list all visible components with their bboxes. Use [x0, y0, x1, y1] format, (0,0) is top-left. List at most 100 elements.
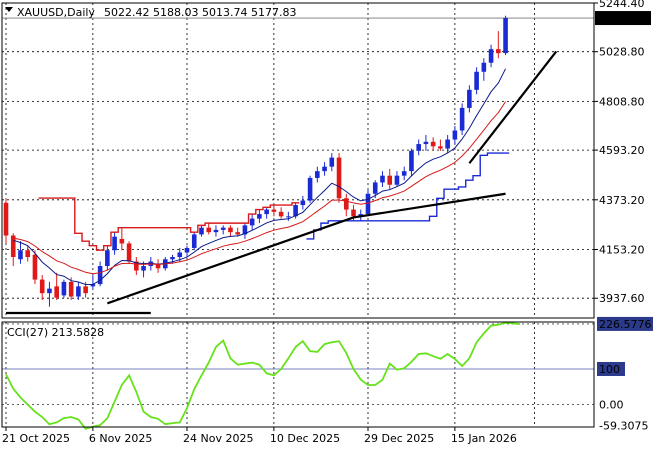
candle-body: [401, 171, 407, 176]
candle-body: [141, 266, 146, 271]
cci-tick-label: 100: [599, 363, 620, 376]
price-tick-label: 5028.80: [599, 46, 645, 59]
current-price-tag-label: 5177.83: [599, 12, 645, 25]
candle-body: [112, 236, 117, 251]
candle-body: [220, 227, 226, 230]
axes: 5244.40 5028.80 4808.80 4593.20 4373.20 4153.…: [2, 0, 653, 445]
cci-label: CCI(27) 213.5828: [7, 326, 104, 339]
cci-axis-tag: [597, 361, 625, 376]
candle-body: [307, 177, 313, 201]
candle-body: [438, 146, 443, 149]
candle-body: [481, 62, 487, 72]
time-tick-label: 6 Nov 2025: [89, 432, 152, 445]
time-tick-label: 24 Nov 2025: [183, 432, 253, 445]
candle-body: [315, 171, 320, 178]
candle-body: [25, 250, 31, 258]
candle-body: [293, 205, 298, 217]
candle-body: [257, 214, 262, 219]
candle-body: [445, 139, 450, 149]
time-tick-label: 15 Jan 2026: [451, 432, 517, 445]
candle-body: [177, 252, 183, 258]
candle-body: [206, 227, 212, 233]
price-tick-label: 4808.80: [599, 95, 645, 108]
candles: [3, 15, 508, 307]
price-tick-label: 5244.40: [599, 0, 645, 10]
price-tick-label: 4593.20: [599, 144, 645, 157]
stop-lower-line: [306, 152, 510, 240]
trendline: [106, 216, 354, 305]
candle-body: [199, 227, 204, 235]
candle-body: [249, 218, 255, 226]
time-tick-label: 29 Dec 2025: [364, 432, 434, 445]
candle-body: [83, 286, 88, 294]
candle-body: [358, 214, 364, 217]
price-pane-frame: [1, 2, 595, 319]
candle-body: [18, 250, 23, 260]
candle-body: [170, 257, 175, 260]
candle-body: [47, 288, 52, 294]
ema-slow-line: [13, 101, 507, 275]
price-tick-label: 3937.60: [599, 292, 645, 305]
time-tick-label: 10 Dec 2025: [270, 432, 340, 445]
candle-body: [365, 193, 371, 215]
candle-body: [459, 107, 465, 131]
candle-body: [351, 209, 356, 217]
ema-fast-line: [13, 68, 507, 286]
candle-body: [394, 175, 400, 185]
candle-body: [134, 261, 139, 271]
candle-body: [155, 263, 161, 269]
candle-body: [343, 198, 349, 210]
price-tick-label: 4373.20: [599, 194, 645, 207]
candle-body: [191, 234, 197, 248]
candle-body: [76, 286, 81, 297]
time-tick-label: 21 Oct 2025: [2, 432, 70, 445]
symbol-label: XAUUSD,Daily: [17, 6, 95, 19]
candle-body: [264, 209, 269, 215]
pane-frames: [1, 2, 595, 428]
candle-body: [3, 202, 9, 236]
candle-body: [228, 227, 233, 233]
candle-body: [380, 175, 385, 183]
candle-body: [416, 144, 421, 151]
candle-body: [10, 235, 16, 258]
trendline: [468, 50, 558, 164]
candle-body: [119, 238, 125, 244]
candle-body: [235, 232, 240, 235]
candle-body: [213, 229, 219, 233]
candle-body: [271, 209, 277, 212]
cci-tick-label: 226.5776: [599, 318, 652, 331]
candle-body: [286, 216, 291, 218]
candle-body: [423, 141, 429, 145]
candle-body: [387, 175, 393, 185]
candle-body: [430, 141, 436, 147]
collapse-arrow-icon[interactable]: [5, 7, 13, 12]
price-tick-label: 4153.20: [599, 244, 645, 257]
candle-body: [452, 130, 458, 140]
candle-body: [488, 49, 494, 63]
candle-body: [278, 211, 284, 217]
candle-body: [61, 281, 67, 296]
candle-body: [90, 284, 96, 287]
candle-body: [97, 266, 103, 285]
current-price-tag: [595, 11, 651, 26]
candle-body: [474, 71, 479, 90]
cci-axis-tag: [597, 316, 653, 331]
stop-upper-line: [38, 197, 300, 251]
candle-body: [105, 250, 110, 267]
candle-body: [467, 89, 472, 108]
candle-body: [126, 243, 132, 262]
candle-body: [242, 225, 248, 235]
candle-body: [336, 157, 342, 199]
cci-tick-label: -59.3075: [599, 420, 648, 433]
cci-pane-frame: [1, 321, 595, 428]
cci-tick-label: 0.00: [599, 399, 624, 412]
symbol-header: XAUUSD,Daily 5022.42 5188.03 5013.74 517…: [5, 6, 296, 19]
trendline: [353, 192, 506, 219]
candle-body: [503, 18, 508, 54]
ohlc-values: 5022.42 5188.03 5013.74 5177.83: [104, 6, 296, 19]
candle-body: [39, 279, 45, 294]
price-indicators: [6, 50, 558, 315]
candle-body: [184, 247, 190, 253]
candle-body: [54, 286, 59, 298]
